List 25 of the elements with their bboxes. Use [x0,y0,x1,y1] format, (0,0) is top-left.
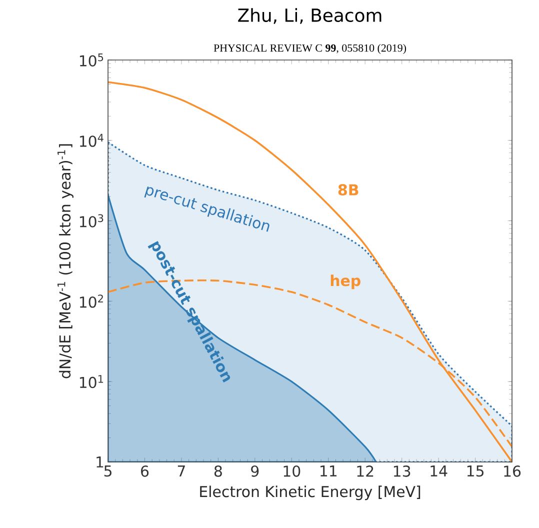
x-tick-label: 9 [251,466,259,477]
y-axis-title: dN/dE [MeV$^{-1}$ (100 kton year)$^{-1}$] [58,144,74,378]
y-tick-label: 10$^{3}$ [80,214,104,228]
x-tick-label: 15 [467,466,484,477]
x-tick-label: 10 [284,466,300,477]
y-tick-label: 10$^{2}$ [80,294,103,308]
x-tick-label: 7 [178,466,185,476]
y-tick-label: 10$^{1}$ [80,375,104,388]
y-tick-label: 10$^{4}$ [80,134,104,147]
x-tick-label: 13 [394,466,410,477]
x-tick-label: 6 [141,466,149,477]
y-tick-label: 10$^{5}$ [80,53,104,67]
x-tick-label: 14 [430,466,448,476]
x-tick-label: 5 [104,466,112,477]
x-tick-label: 8 [214,466,222,477]
line-series [108,81,512,462]
x-tick-label: 16 [504,466,521,477]
chart-title: Zhu, Li, Beacom [238,8,382,24]
x-tick-label: 12 [357,466,374,477]
y-tick-label: 1 [96,456,104,468]
chart-subtitle: PHYSICAL REVIEW C 99, 055810 (2019) [214,44,406,54]
series-label: hep [330,274,360,290]
x-tick-label: 11 [320,466,336,476]
series-label: 8B [338,184,358,196]
x-axis-title: Electron Kinetic Energy [MeV] [200,486,420,500]
